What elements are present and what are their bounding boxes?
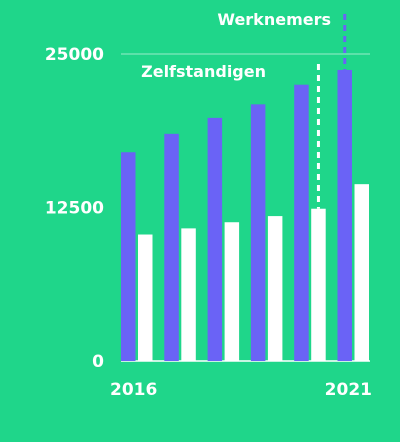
bar-werknemers-2021	[337, 69, 352, 362]
y-tick-label-0: 0	[92, 352, 104, 372]
bar-werknemers-2016	[121, 152, 136, 361]
chart-annotations: Werknemers Zelfstandigen	[141, 10, 347, 209]
x-tick-label-2021: 2021	[325, 380, 372, 400]
chart-baseline-layer	[121, 53, 370, 362]
y-tick-label-25000: 25000	[45, 45, 104, 65]
bar-werknemers-2019	[250, 104, 266, 362]
y-tick-label-12500: 12500	[45, 199, 104, 219]
y-axis-ticks: 0 12500 25000	[45, 45, 104, 372]
bar-zelfstandigen-2019	[267, 216, 283, 361]
x-tick-label-2016: 2016	[110, 380, 157, 400]
bar-zelfstandigen-2017	[181, 228, 196, 361]
bar-werknemers-2017	[164, 133, 179, 361]
chart-bars-layer	[121, 69, 369, 362]
bar-werknemers-2020	[294, 84, 309, 361]
bar-zelfstandigen-2018	[224, 222, 240, 361]
annotation-label-werknemers: Werknemers	[217, 10, 331, 29]
annotation-label-zelfstandigen: Zelfstandigen	[141, 62, 266, 81]
x-axis-ticks: 2016 2021	[110, 380, 372, 400]
bar-zelfstandigen-2020	[311, 208, 326, 361]
bar-zelfstandigen-2016	[138, 234, 153, 361]
bar-zelfstandigen-2021	[354, 184, 369, 361]
bar-werknemers-2018	[207, 117, 223, 361]
